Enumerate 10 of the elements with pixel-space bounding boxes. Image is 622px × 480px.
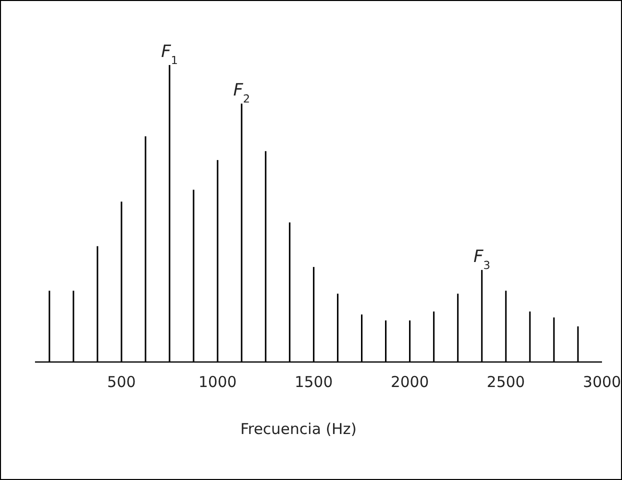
annotation: F$_{1}$ <box>161 42 178 66</box>
x-tick-label: 1500 <box>294 373 333 391</box>
x-tick-label: 2000 <box>390 373 429 391</box>
x-tick-label: 1000 <box>198 373 237 391</box>
x-tick-label: 500 <box>107 373 136 391</box>
x-tick-label: 3000 <box>582 373 622 391</box>
annotation: F$_{2}$ <box>233 80 250 106</box>
x-tick-label: 2500 <box>486 373 525 391</box>
x-axis-title: Frecuencia (Hz) <box>240 420 357 438</box>
annotation: F$_{3}$ <box>473 246 490 272</box>
